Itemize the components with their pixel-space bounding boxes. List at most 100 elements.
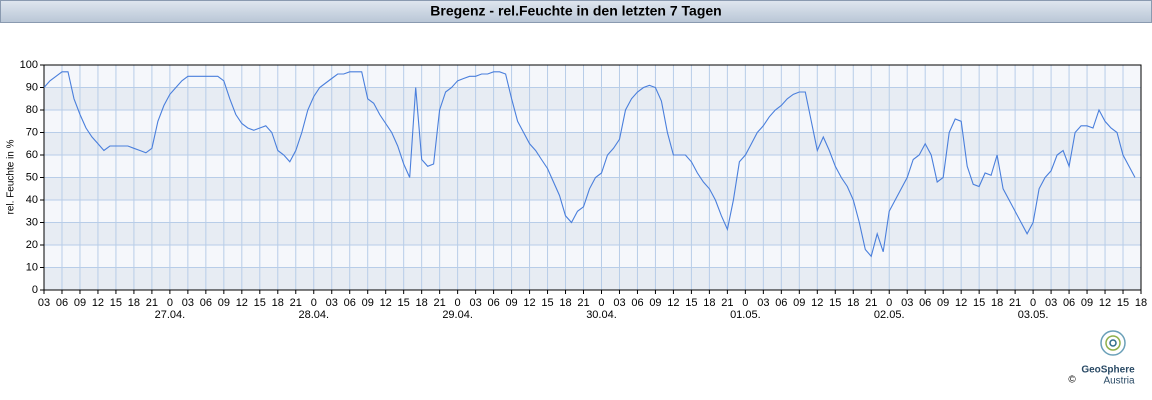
grid-band [44, 222, 1141, 245]
x-tick-label: 18 [559, 297, 571, 309]
date-label: 03.05. [1018, 309, 1049, 321]
x-tick-label: 06 [919, 297, 931, 309]
x-tick-label: 12 [1099, 297, 1111, 309]
x-tick-label: 06 [200, 297, 212, 309]
date-label: 01.05. [730, 309, 761, 321]
logo-sub: Austria [1103, 376, 1135, 387]
x-tick-label: 15 [110, 297, 122, 309]
y-tick-label: 20 [26, 239, 38, 251]
grid-band [44, 267, 1141, 290]
plot-area: 03 06 09 12 15 18 21 0 03 06 09 12 15 18 21 0 03 06 09 12 15… [20, 59, 1147, 321]
y-axis-label: rel. Feuchte in % [6, 139, 17, 214]
x-tick-label: 15 [398, 297, 410, 309]
x-tick-label: 21 [290, 297, 302, 309]
x-tick-label: 18 [272, 297, 284, 309]
x-tick-label: 12 [811, 297, 823, 309]
x-tick-label: 0 [598, 297, 604, 309]
x-tick-label: 12 [236, 297, 248, 309]
x-tick-label: 09 [362, 297, 374, 309]
x-tick-label: 15 [254, 297, 266, 309]
date-label: 27.04. [155, 309, 186, 321]
y-tick-label: 90 [26, 81, 38, 93]
x-tick-label: 15 [829, 297, 841, 309]
x-tick-label: 18 [703, 297, 715, 309]
x-tick-label: 09 [649, 297, 661, 309]
x-tick-label: 03 [613, 297, 625, 309]
x-tick-label: 18 [416, 297, 428, 309]
x-tick-label: 03 [182, 297, 194, 309]
grid-band [44, 245, 1141, 268]
x-tick-label: 03 [901, 297, 913, 309]
x-tick-label: 21 [1009, 297, 1021, 309]
logo-icon [1100, 330, 1126, 356]
x-tick-label: 03 [1045, 297, 1057, 309]
y-tick-label: 100 [20, 59, 38, 71]
x-tick-label: 12 [667, 297, 679, 309]
chart-title: Bregenz - rel.Feuchte in den letzten 7 T… [430, 3, 721, 19]
x-tick-label: 21 [146, 297, 158, 309]
y-tick-label: 10 [26, 261, 38, 273]
copyright: © [1068, 375, 1076, 386]
x-tick-label: 09 [74, 297, 86, 309]
x-tick-label: 06 [56, 297, 68, 309]
x-tick-label: 18 [847, 297, 859, 309]
date-label: 30.04. [586, 309, 617, 321]
x-tick-label: 09 [937, 297, 949, 309]
grid-band [44, 200, 1141, 223]
grid-band [44, 177, 1141, 200]
x-tick-label: 18 [991, 297, 1003, 309]
logo-name: GeoSphere [1081, 365, 1135, 376]
x-tick-label: 18 [1135, 297, 1147, 309]
x-tick-label: 21 [434, 297, 446, 309]
x-tick-label: 06 [1063, 297, 1075, 309]
x-tick-label: 15 [1117, 297, 1129, 309]
date-label: 29.04. [442, 309, 473, 321]
x-tick-label: 0 [311, 297, 317, 309]
x-tick-label: 06 [344, 297, 356, 309]
x-tick-label: 15 [685, 297, 697, 309]
x-tick-label: 15 [541, 297, 553, 309]
x-tick-label: 09 [793, 297, 805, 309]
x-tick-label: 12 [523, 297, 535, 309]
x-tick-label: 03 [469, 297, 481, 309]
x-tick-label: 09 [505, 297, 517, 309]
x-tick-label: 21 [721, 297, 733, 309]
x-tick-label: 18 [128, 297, 140, 309]
grid-band [44, 65, 1141, 88]
x-tick-label: 12 [380, 297, 392, 309]
y-tick-label: 60 [26, 149, 38, 161]
y-tick-label: 80 [26, 104, 38, 116]
x-tick-label: 06 [487, 297, 499, 309]
grid-band [44, 132, 1141, 155]
x-tick-label: 06 [775, 297, 787, 309]
y-tick-label: 0 [32, 284, 38, 296]
date-label: 02.05. [874, 309, 905, 321]
data-line [43, 71, 1136, 258]
grid-band [44, 110, 1141, 133]
x-tick-label: 12 [955, 297, 967, 309]
x-tick-label: 0 [167, 297, 173, 309]
grid-band [44, 155, 1141, 178]
x-tick-label: 0 [742, 297, 748, 309]
x-tick-label: 15 [973, 297, 985, 309]
y-tick-label: 50 [26, 171, 38, 183]
x-tick-label: 21 [577, 297, 589, 309]
x-tick-label: 0 [886, 297, 892, 309]
x-tick-label: 09 [218, 297, 230, 309]
grid-band [44, 87, 1141, 110]
x-tick-label: 12 [92, 297, 104, 309]
x-tick-label: 0 [1030, 297, 1036, 309]
x-tick-label: 03 [38, 297, 50, 309]
plot-frame [43, 64, 1142, 291]
y-tick-label: 70 [26, 126, 38, 138]
x-tick-label: 0 [455, 297, 461, 309]
y-tick-label: 30 [26, 216, 38, 228]
x-tick-label: 03 [326, 297, 338, 309]
x-tick-label: 03 [757, 297, 769, 309]
x-tick-label: 06 [631, 297, 643, 309]
date-label: 28.04. [298, 309, 329, 321]
y-tick-label: 40 [26, 194, 38, 206]
x-tick-label: 21 [865, 297, 877, 309]
